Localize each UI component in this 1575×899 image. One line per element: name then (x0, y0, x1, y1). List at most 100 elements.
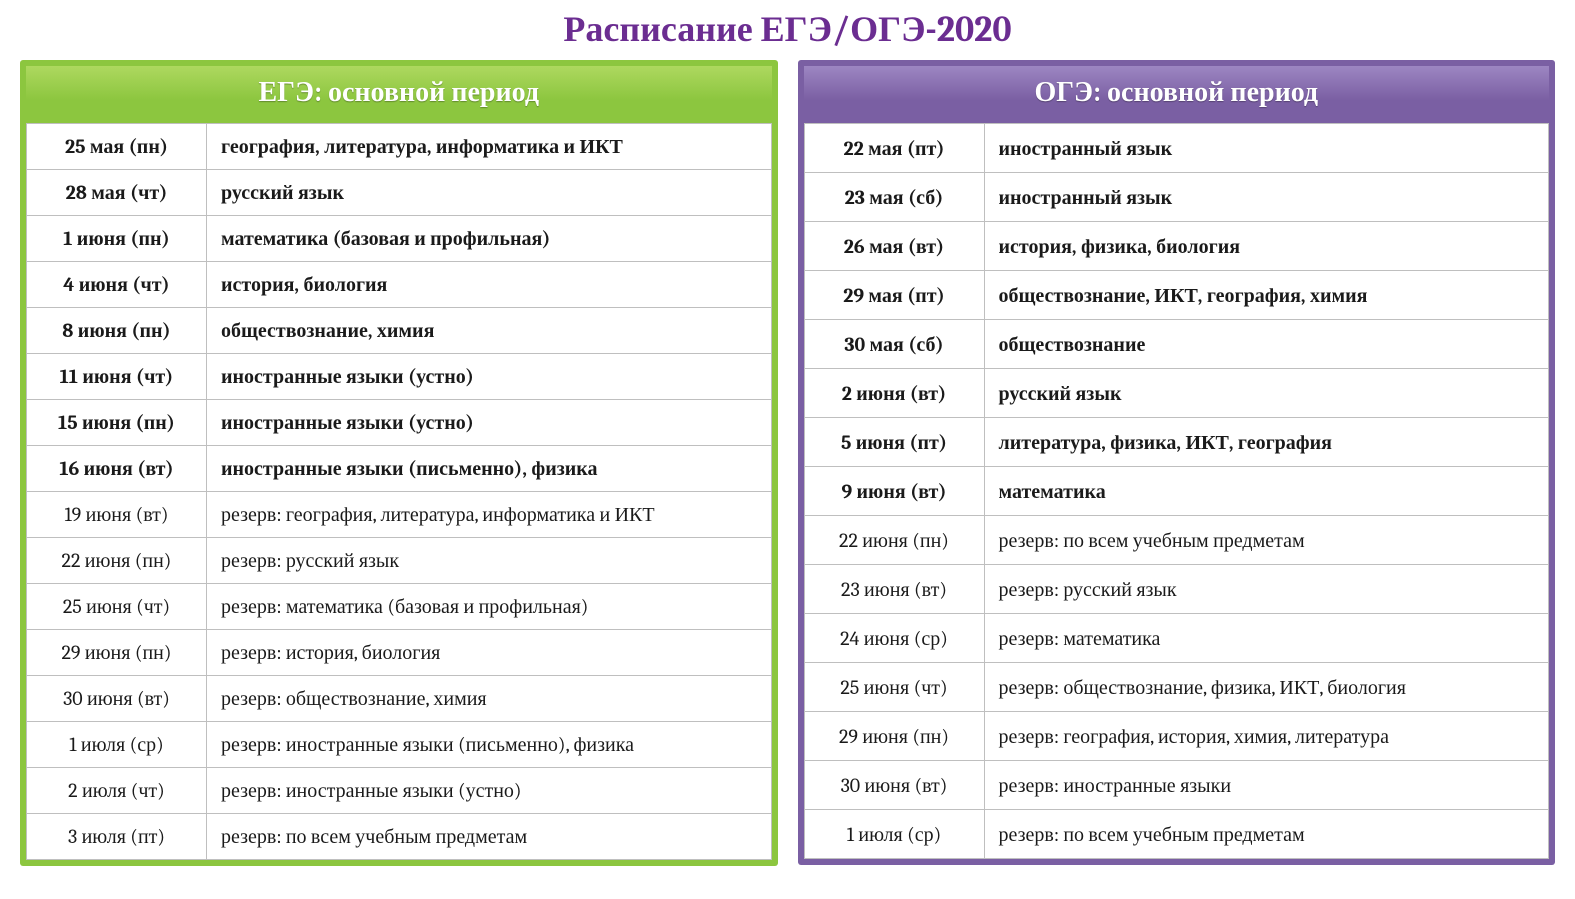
table-row: 25 июня (чт)резерв: обществознание, физи… (804, 663, 1549, 712)
subject-cell: история, биология (207, 262, 772, 308)
subject-cell: резерв: иностранные языки (письменно), ф… (207, 722, 772, 768)
date-cell: 22 мая (пт) (804, 124, 984, 173)
ege-table: 25 мая (пн)география, литература, информ… (26, 123, 772, 860)
page-title: Расписание ЕГЭ/ОГЭ-2020 (0, 0, 1575, 60)
date-cell: 5 июня (пт) (804, 418, 984, 467)
table-row: 30 июня (вт)резерв: обществознание, хими… (27, 676, 772, 722)
date-cell: 1 июня (пн) (27, 216, 207, 262)
table-row: 1 июля (ср)резерв: иностранные языки (пи… (27, 722, 772, 768)
subject-cell: литература, физика, ИКТ, география (984, 418, 1549, 467)
ege-tbody: 25 мая (пн)география, литература, информ… (27, 124, 772, 860)
date-cell: 1 июля (ср) (804, 810, 984, 859)
subject-cell: резерв: обществознание, химия (207, 676, 772, 722)
subject-cell: история, физика, биология (984, 222, 1549, 271)
subject-cell: резерв: математика (984, 614, 1549, 663)
table-row: 1 июля (ср)резерв: по всем учебным предм… (804, 810, 1549, 859)
subject-cell: резерв: по всем учебным предметам (207, 814, 772, 860)
date-cell: 3 июля (пт) (27, 814, 207, 860)
date-cell: 19 июня (вт) (27, 492, 207, 538)
date-cell: 30 мая (сб) (804, 320, 984, 369)
table-row: 24 июня (ср)резерв: математика (804, 614, 1549, 663)
table-row: 30 июня (вт)резерв: иностранные языки (804, 761, 1549, 810)
table-row: 25 июня (чт)резерв: математика (базовая … (27, 584, 772, 630)
table-row: 1 июня (пн)математика (базовая и профиль… (27, 216, 772, 262)
date-cell: 22 июня (пн) (27, 538, 207, 584)
subject-cell: резерв: история, биология (207, 630, 772, 676)
subject-cell: резерв: география, история, химия, литер… (984, 712, 1549, 761)
panel-oge-body: 22 мая (пт)иностранный язык23 мая (сб)ин… (804, 123, 1550, 859)
subject-cell: география, литература, информатика и ИКТ (207, 124, 772, 170)
table-row: 4 июня (чт)история, биология (27, 262, 772, 308)
table-row: 16 июня (вт)иностранные языки (письменно… (27, 446, 772, 492)
table-row: 11 июня (чт)иностранные языки (устно) (27, 354, 772, 400)
panel-ege-header: ЕГЭ: основной период (26, 66, 772, 123)
table-row: 8 июня (пн)обществознание, химия (27, 308, 772, 354)
table-row: 29 июня (пн)резерв: история, биология (27, 630, 772, 676)
date-cell: 22 июня (пн) (804, 516, 984, 565)
table-row: 30 мая (сб)обществознание (804, 320, 1549, 369)
date-cell: 24 июня (ср) (804, 614, 984, 663)
date-cell: 11 июня (чт) (27, 354, 207, 400)
table-row: 19 июня (вт)резерв: география, литератур… (27, 492, 772, 538)
subject-cell: иностранные языки (письменно), физика (207, 446, 772, 492)
table-row: 25 мая (пн)география, литература, информ… (27, 124, 772, 170)
panels-container: ЕГЭ: основной период 25 мая (пн)географи… (0, 60, 1575, 886)
panel-oge-header: ОГЭ: основной период (804, 66, 1550, 123)
subject-cell: резерв: иностранные языки (устно) (207, 768, 772, 814)
date-cell: 25 июня (чт) (27, 584, 207, 630)
subject-cell: резерв: русский язык (207, 538, 772, 584)
date-cell: 29 июня (пн) (27, 630, 207, 676)
date-cell: 2 июня (вт) (804, 369, 984, 418)
subject-cell: иностранные языки (устно) (207, 400, 772, 446)
table-row: 28 мая (чт)русский язык (27, 170, 772, 216)
date-cell: 28 мая (чт) (27, 170, 207, 216)
table-row: 23 мая (сб)иностранный язык (804, 173, 1549, 222)
date-cell: 29 июня (пн) (804, 712, 984, 761)
date-cell: 23 мая (сб) (804, 173, 984, 222)
date-cell: 23 июня (вт) (804, 565, 984, 614)
panel-oge: ОГЭ: основной период 22 мая (пт)иностран… (798, 60, 1556, 865)
date-cell: 1 июля (ср) (27, 722, 207, 768)
date-cell: 8 июня (пн) (27, 308, 207, 354)
table-row: 22 мая (пт)иностранный язык (804, 124, 1549, 173)
date-cell: 26 мая (вт) (804, 222, 984, 271)
table-row: 3 июля (пт)резерв: по всем учебным предм… (27, 814, 772, 860)
oge-table: 22 мая (пт)иностранный язык23 мая (сб)ин… (804, 123, 1550, 859)
date-cell: 4 июня (чт) (27, 262, 207, 308)
subject-cell: обществознание, химия (207, 308, 772, 354)
table-row: 22 июня (пн)резерв: русский язык (27, 538, 772, 584)
table-row: 2 июня (вт)русский язык (804, 369, 1549, 418)
subject-cell: резерв: русский язык (984, 565, 1549, 614)
subject-cell: резерв: иностранные языки (984, 761, 1549, 810)
page: Расписание ЕГЭ/ОГЭ-2020 ЕГЭ: основной пе… (0, 0, 1575, 886)
date-cell: 9 июня (вт) (804, 467, 984, 516)
subject-cell: иностранный язык (984, 173, 1549, 222)
date-cell: 25 мая (пн) (27, 124, 207, 170)
subject-cell: математика (базовая и профильная) (207, 216, 772, 262)
subject-cell: обществознание, ИКТ, география, химия (984, 271, 1549, 320)
table-row: 22 июня (пн)резерв: по всем учебным пред… (804, 516, 1549, 565)
table-row: 9 июня (вт)математика (804, 467, 1549, 516)
subject-cell: русский язык (207, 170, 772, 216)
date-cell: 25 июня (чт) (804, 663, 984, 712)
table-row: 15 июня (пн)иностранные языки (устно) (27, 400, 772, 446)
subject-cell: резерв: география, литература, информати… (207, 492, 772, 538)
subject-cell: иностранный язык (984, 124, 1549, 173)
table-row: 2 июля (чт)резерв: иностранные языки (ус… (27, 768, 772, 814)
date-cell: 30 июня (вт) (804, 761, 984, 810)
date-cell: 30 июня (вт) (27, 676, 207, 722)
subject-cell: резерв: по всем учебным предметам (984, 516, 1549, 565)
subject-cell: русский язык (984, 369, 1549, 418)
subject-cell: резерв: математика (базовая и профильная… (207, 584, 772, 630)
date-cell: 2 июля (чт) (27, 768, 207, 814)
oge-tbody: 22 мая (пт)иностранный язык23 мая (сб)ин… (804, 124, 1549, 859)
subject-cell: иностранные языки (устно) (207, 354, 772, 400)
subject-cell: обществознание (984, 320, 1549, 369)
date-cell: 15 июня (пн) (27, 400, 207, 446)
table-row: 29 мая (пт)обществознание, ИКТ, географи… (804, 271, 1549, 320)
subject-cell: резерв: по всем учебным предметам (984, 810, 1549, 859)
panel-ege: ЕГЭ: основной период 25 мая (пн)географи… (20, 60, 778, 866)
panel-ege-body: 25 мая (пн)география, литература, информ… (26, 123, 772, 860)
table-row: 29 июня (пн)резерв: география, история, … (804, 712, 1549, 761)
subject-cell: резерв: обществознание, физика, ИКТ, био… (984, 663, 1549, 712)
